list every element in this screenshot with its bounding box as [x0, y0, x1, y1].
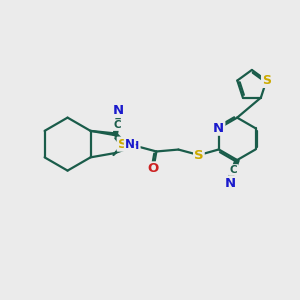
Text: O: O	[148, 162, 159, 176]
Text: H: H	[130, 141, 140, 151]
Text: N: N	[125, 138, 135, 151]
Text: N: N	[213, 122, 224, 135]
Text: S: S	[262, 74, 271, 87]
Text: N: N	[113, 104, 124, 117]
Text: S: S	[194, 148, 204, 161]
Text: C: C	[230, 165, 237, 175]
Text: C: C	[113, 120, 121, 130]
Text: S: S	[118, 138, 127, 151]
Text: N: N	[224, 177, 236, 190]
